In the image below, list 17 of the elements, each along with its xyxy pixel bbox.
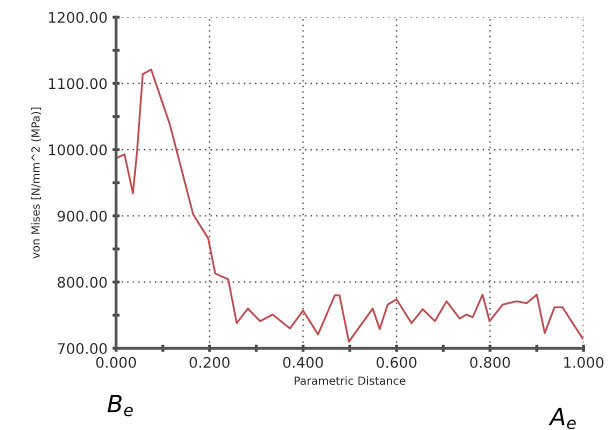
y-tick-label: 800.00 <box>58 276 107 288</box>
x-tick-label: 0.400 <box>283 356 323 368</box>
y-tick-label: 1200.00 <box>49 12 107 23</box>
line-series <box>116 68 584 343</box>
y-tick-label: 900.00 <box>58 210 107 222</box>
y-tick-label: 1100.00 <box>49 78 107 90</box>
x-tick-label: 0.600 <box>376 356 416 368</box>
y-axis-title: von Mises [N/mm^2 (MPa)] <box>31 108 42 258</box>
x-tick-label: 1.000 <box>564 356 604 368</box>
x-tick-label: 0.000 <box>96 356 136 368</box>
y-tick-label: 700.00 <box>58 343 107 354</box>
text: A$_{e}$ <box>548 408 576 430</box>
text: B$_{e}$ <box>108 394 133 416</box>
x-axis-title: Parametric Distance <box>294 376 406 385</box>
x-tick-label: 0.200 <box>190 356 230 368</box>
y-tick-label: 1000.00 <box>49 144 107 156</box>
x-tick-label: 0.800 <box>470 356 510 368</box>
